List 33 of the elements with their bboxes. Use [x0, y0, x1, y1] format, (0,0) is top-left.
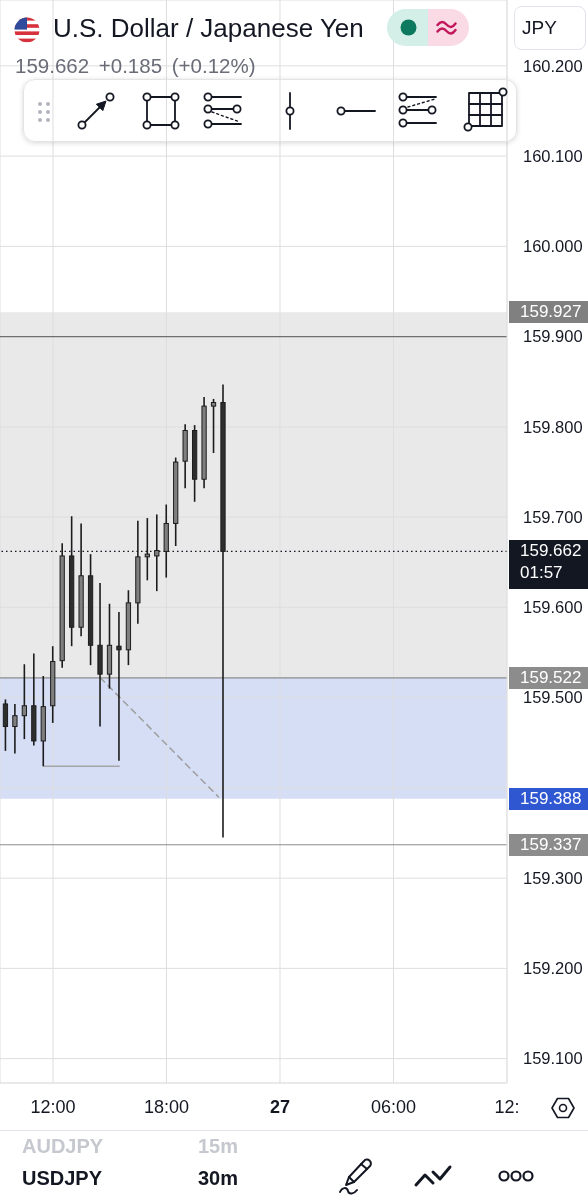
candlestick: [2, 698, 9, 752]
band-label: 159.388: [509, 787, 588, 810]
text: 15m: [198, 1134, 239, 1158]
ref-line-label: 159.662 01:57: [509, 540, 588, 590]
y-tick-label: 160.100: [523, 146, 583, 165]
y-axis-title: JPY: [522, 16, 557, 40]
x-tick-label: 12:: [494, 1096, 520, 1117]
y-tick-label: 159.700: [523, 507, 583, 526]
y-tick-label: 160.200: [523, 56, 583, 75]
candlestick: [21, 663, 27, 740]
ref-line-label: 159.522: [509, 666, 588, 689]
x-tick-label: 12:00: [30, 1096, 76, 1117]
y-tick-label: 159.200: [523, 959, 583, 978]
candlestick: [210, 398, 217, 454]
y-tick-label: 159.800: [523, 417, 583, 436]
y-tick-label: 159.100: [523, 1049, 583, 1068]
text: USDJPY: [22, 1166, 103, 1190]
candlestick: [116, 611, 122, 762]
x-tick-label: 27: [269, 1096, 290, 1117]
text: 159.662 +0.185 (+0.12%): [15, 53, 256, 79]
y-tick-label: 160.000: [523, 237, 583, 256]
text: AUDJPY: [22, 1134, 104, 1158]
y-tick-label: 159.300: [523, 868, 583, 887]
text: U.S. Dollar / Japanese Yen: [53, 12, 364, 44]
y-tick-label: 159.600: [523, 598, 583, 617]
x-tick-label: 06:00: [370, 1096, 417, 1117]
x-tick-label: 18:00: [143, 1096, 189, 1117]
candlestick: [12, 703, 18, 755]
text: 30m: [198, 1166, 239, 1190]
y-tick-label: 159.900: [523, 327, 583, 346]
y-tick-label: 159.500: [523, 688, 583, 707]
ref-line-label: 159.337: [509, 833, 588, 856]
band-label: 159.927: [509, 301, 588, 324]
